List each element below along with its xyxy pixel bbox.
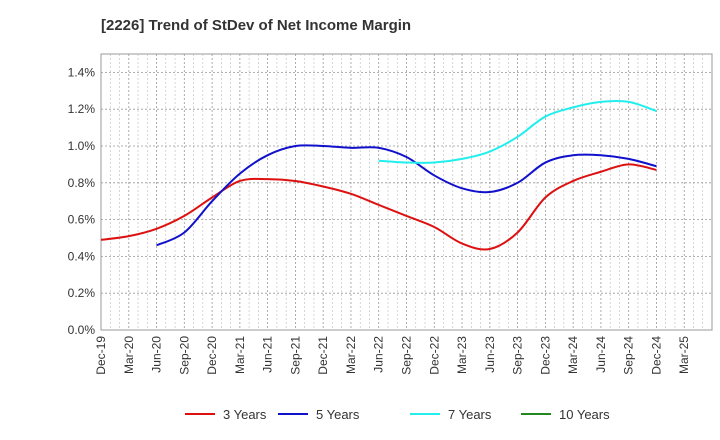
x-tick-label: Dec-23 [538, 336, 552, 375]
x-tick-label: Mar-21 [233, 336, 247, 374]
legend: 3 Years 5 Years 7 Years 10 Years [185, 407, 610, 422]
x-tick-label: Mar-24 [566, 336, 580, 374]
legend-label: 7 Years [448, 407, 492, 422]
y-tick-label: 0.0% [68, 323, 96, 337]
x-tick-label: Jun-21 [261, 336, 275, 373]
grid [101, 54, 712, 330]
x-axis: Dec-19 Mar-20 Jun-20 Sep-20 Dec-20 Mar-21 Jun-… [94, 336, 691, 375]
x-tick-label: Jun-20 [150, 336, 164, 373]
x-tick-label: Mar-20 [122, 336, 136, 374]
x-tick-label: Sep-21 [288, 336, 302, 375]
chart-title: [2226] Trend of StDev of Net Income Marg… [101, 17, 411, 34]
x-tick-label: Mar-25 [677, 336, 691, 374]
y-tick-label: 1.4% [68, 65, 96, 79]
y-tick-label: 0.4% [68, 249, 96, 263]
y-tick-label: 1.2% [68, 102, 96, 116]
y-tick-label: 0.6% [68, 213, 96, 227]
x-tick-label: Dec-19 [94, 336, 108, 375]
x-tick-label: Jun-22 [372, 336, 386, 373]
x-tick-label: Dec-21 [316, 336, 330, 375]
x-tick-label: Sep-22 [400, 336, 414, 375]
x-tick-label: Sep-23 [511, 336, 525, 375]
legend-label: 5 Years [316, 407, 360, 422]
x-tick-label: Dec-22 [427, 336, 441, 375]
x-tick-label: Mar-22 [344, 336, 358, 374]
x-tick-label: Jun-24 [594, 336, 608, 373]
x-tick-label: Dec-20 [205, 336, 219, 375]
legend-label: 10 Years [559, 407, 610, 422]
series-line-3 [378, 99, 657, 164]
series-line-1 [100, 163, 657, 251]
y-tick-label: 0.8% [68, 176, 96, 190]
y-tick-label: 0.2% [68, 286, 96, 300]
series-layer [100, 99, 657, 251]
x-tick-label: Jun-23 [483, 336, 497, 373]
x-tick-label: Mar-23 [455, 336, 469, 374]
y-axis: 0.0% 0.2% 0.4% 0.6% 0.8% 1.0% 1.2% 1.4% [68, 65, 96, 337]
series-line-2 [156, 144, 657, 247]
x-tick-label: Sep-24 [622, 336, 636, 375]
legend-label: 3 Years [223, 407, 267, 422]
x-tick-label: Sep-20 [177, 336, 191, 375]
x-tick-label: Dec-24 [649, 336, 663, 375]
y-tick-label: 1.0% [68, 139, 96, 153]
